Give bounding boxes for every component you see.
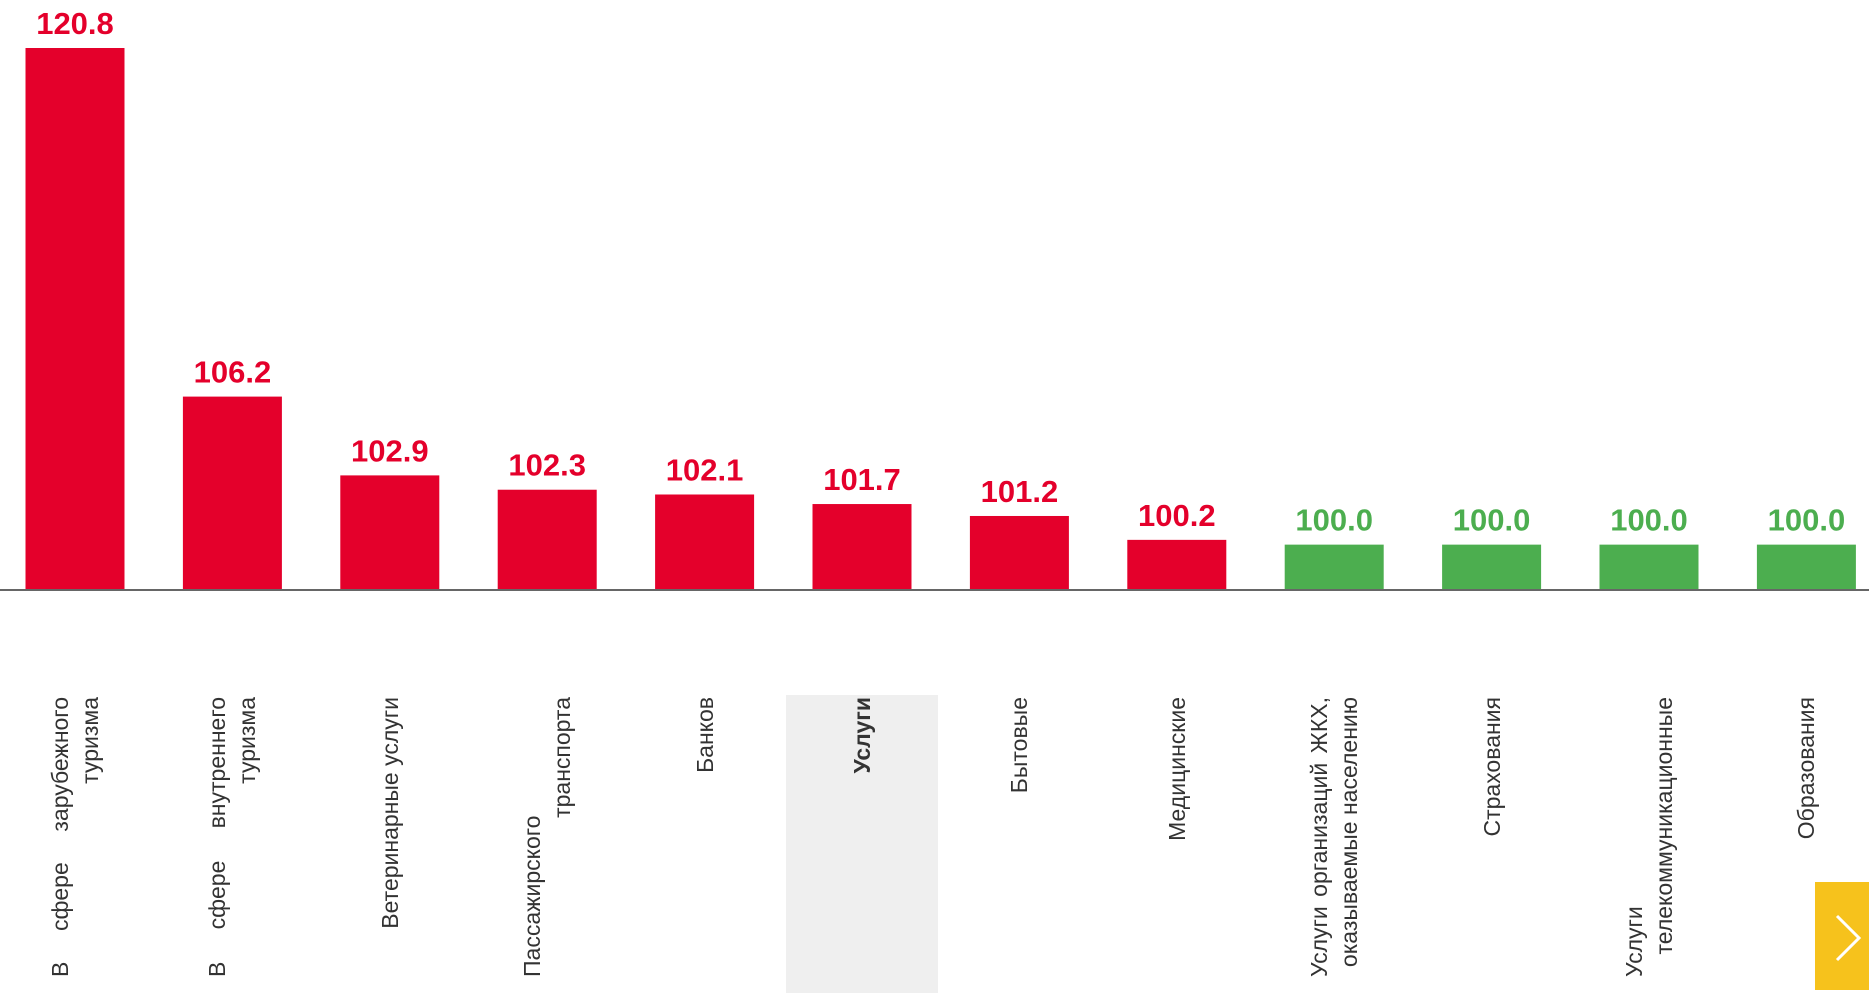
category-label: Услуги [847, 697, 877, 977]
value-label: 100.2 [1138, 498, 1216, 533]
category-label: В сфере зарубежного туризма [45, 697, 105, 977]
category-label: Бытовые [1004, 697, 1034, 977]
bar [970, 516, 1069, 590]
next-button[interactable] [1815, 882, 1869, 990]
value-label: 106.2 [194, 355, 272, 390]
bar [813, 504, 912, 590]
category-label: Банков [690, 697, 720, 977]
bar [655, 494, 754, 590]
value-label: 101.2 [981, 474, 1059, 509]
bar [498, 490, 597, 590]
chart: 120.8 106.2 102.9 102.3 102.1 101.7 101.2 100.2… [0, 0, 1869, 993]
category-label: В сфере внутреннего туризма [202, 697, 262, 977]
value-label: 100.0 [1453, 503, 1531, 538]
category-label: Образования [1791, 697, 1821, 977]
bar [1442, 545, 1541, 590]
bar [183, 397, 282, 590]
category-label: Медицинские [1162, 697, 1192, 977]
category-label: Страхования [1477, 697, 1507, 977]
value-label: 102.1 [666, 452, 744, 487]
category-label: Пассажирского транспорта [517, 697, 577, 977]
category-label: Услуги организаций ЖКХ, оказываемые насе… [1304, 697, 1364, 977]
next-icon [1815, 882, 1869, 990]
page: 120.8 106.2 102.9 102.3 102.1 101.7 101.2 100.2… [0, 0, 1869, 993]
category-label: Услуги телекоммуникационные [1619, 697, 1679, 977]
bar [26, 48, 125, 590]
value-label: 101.7 [823, 462, 901, 497]
value-label: 102.9 [351, 433, 429, 468]
value-label: 100.0 [1295, 503, 1373, 538]
bar [1757, 545, 1856, 590]
value-label: 100.0 [1610, 503, 1688, 538]
category-label: Ветеринарные услуги [375, 697, 405, 977]
bar [1127, 540, 1226, 590]
bar [1600, 545, 1699, 590]
value-label: 100.0 [1768, 503, 1846, 538]
bar [340, 475, 439, 590]
value-label: 120.8 [36, 6, 114, 41]
bar [1285, 545, 1384, 590]
value-label: 102.3 [508, 448, 586, 483]
